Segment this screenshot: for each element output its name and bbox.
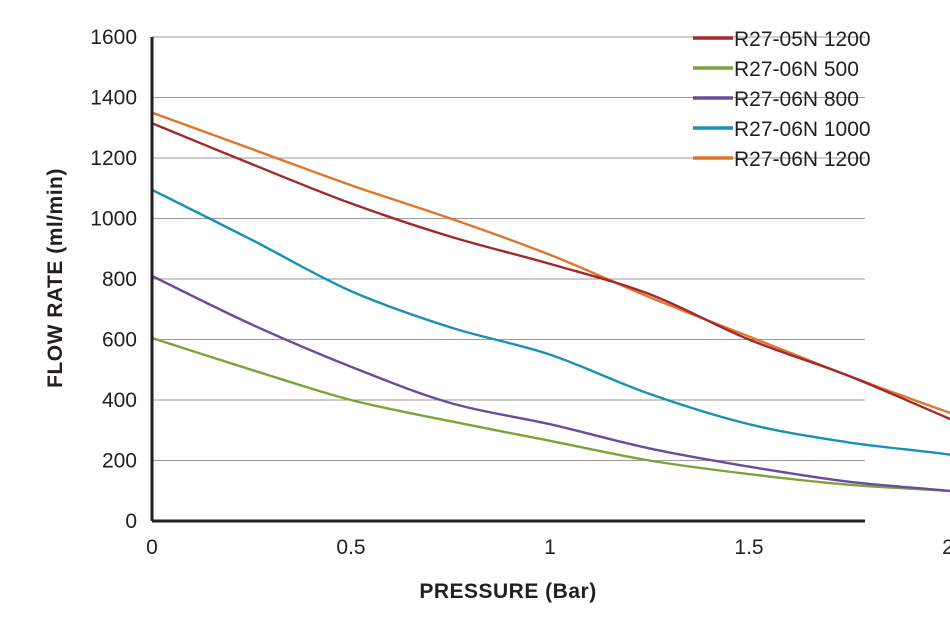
legend-label: R27-06N 1200 xyxy=(734,148,871,171)
y-tick-label: 200 xyxy=(102,450,137,473)
y-tick-label: 400 xyxy=(102,389,137,412)
series-line-r27-06n-1200 xyxy=(150,111,950,415)
legend-item: R27-05N 1200 xyxy=(693,28,871,51)
grid-lines xyxy=(152,36,865,461)
x-axis-title: PRESSURE (Bar) xyxy=(419,580,596,603)
y-tick-label: 1000 xyxy=(90,208,137,231)
legend-item: R27-06N 1000 xyxy=(693,118,871,141)
x-tick-label: 2 xyxy=(942,536,950,559)
series-line-r27-06n-1000 xyxy=(150,188,950,456)
y-axis-title: FLOW RATE (ml/min) xyxy=(44,168,67,388)
x-tick-label: 0.5 xyxy=(336,536,365,559)
x-tick-label: 1.5 xyxy=(734,536,763,559)
series-line-r27-06n-800 xyxy=(150,274,950,493)
legend: R27-05N 1200 R27-06N 500 R27-06N 800 R27-06… xyxy=(693,28,871,171)
series-lines xyxy=(150,111,950,493)
y-tick-label: 800 xyxy=(102,268,137,291)
legend-label: R27-06N 500 xyxy=(734,58,859,81)
x-tick-label: 1 xyxy=(544,536,556,559)
y-tick-label: 1400 xyxy=(90,87,137,110)
series-line-r27-06n-500 xyxy=(150,336,950,493)
y-tick-label: 1600 xyxy=(90,26,137,49)
y-tick-labels: 0 200 400 600 800 1000 1200 1400 1600 xyxy=(90,26,137,533)
legend-item: R27-06N 500 xyxy=(693,58,859,81)
y-tick-label: 0 xyxy=(125,510,137,533)
legend-item: R27-06N 1200 xyxy=(693,148,871,171)
legend-item: R27-06N 800 xyxy=(693,88,859,111)
x-tick-label: 0 xyxy=(146,536,158,559)
y-tick-label: 1200 xyxy=(90,147,137,170)
axes xyxy=(150,37,865,523)
legend-label: R27-05N 1200 xyxy=(734,28,871,51)
series-line-r27-05n-1200 xyxy=(150,122,950,421)
legend-label: R27-06N 1000 xyxy=(734,118,871,141)
y-tick-label: 600 xyxy=(102,329,137,352)
legend-label: R27-06N 800 xyxy=(734,88,859,111)
x-tick-labels: 00.511.522.53 xyxy=(146,536,950,559)
